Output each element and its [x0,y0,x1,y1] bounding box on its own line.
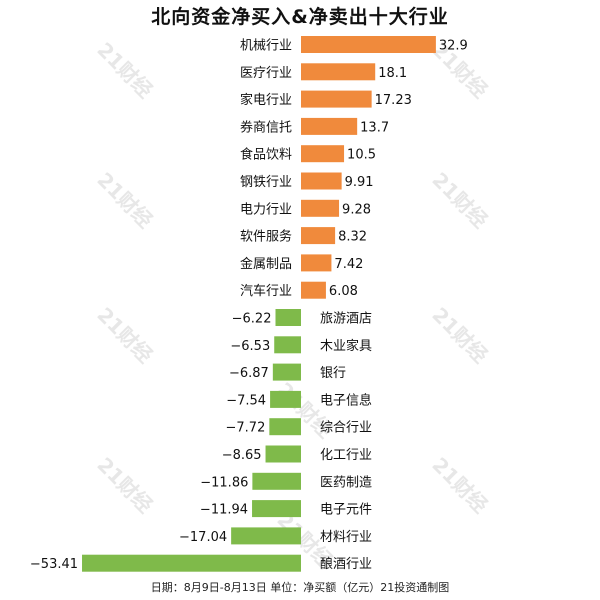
data-label: −6.53 [230,339,270,354]
bar [301,199,340,217]
data-label: −7.54 [226,393,266,408]
bar [265,445,301,463]
category-label: 电子元件 [320,503,372,518]
bar [301,117,358,135]
category-label: 食品饮料 [240,147,292,163]
data-label: −17.04 [179,530,227,545]
data-label: 9.91 [345,175,374,190]
data-label: 9.28 [342,202,371,217]
watermark-text: 21财经 [92,453,157,518]
bar [252,472,301,490]
category-label: 电子信息 [320,392,372,408]
category-label: 旅游酒店 [320,312,372,327]
watermark-text: 21财经 [92,303,157,368]
data-label: 17.23 [375,93,412,108]
category-label: 化工行业 [320,448,372,463]
bar [301,227,336,245]
data-label: 7.42 [334,257,363,272]
data-label: −6.87 [229,366,269,381]
chart-footer: 日期：8月9日-8月13日 单位：净买额（亿元）21投资通制图 [150,581,450,594]
data-label: −11.94 [200,503,248,518]
chart-title: 北向资金净买入&净卖出十大行业 [151,6,449,28]
category-label: 金属制品 [240,256,292,272]
category-label: 医疗行业 [240,66,292,81]
category-label: 木业家具 [320,338,372,354]
bar [274,336,301,354]
category-label: 券商信托 [240,119,292,135]
data-label: −8.65 [222,448,262,463]
category-label: 综合行业 [320,421,372,436]
watermark-text: 21财经 [427,168,492,233]
category-label: 银行 [320,366,346,381]
data-label: −6.22 [232,312,272,327]
category-label: 酿酒行业 [320,556,372,572]
data-label: 6.08 [329,284,358,299]
category-label: 材料行业 [320,530,372,545]
bar [301,281,326,299]
data-label: 18.1 [378,66,407,81]
bar [301,63,376,81]
bar [269,418,301,436]
data-label: 8.32 [338,230,367,245]
category-label: 医药制造 [320,475,372,490]
bar [301,36,436,53]
data-label: 32.9 [439,39,468,54]
category-label: 汽车行业 [240,283,292,299]
category-label: 电力行业 [240,202,292,217]
category-label: 家电行业 [240,92,292,108]
category-label: 软件服务 [240,229,292,245]
data-label: −11.86 [200,475,248,490]
bar [270,390,301,408]
bar [231,527,301,545]
data-label: 13.7 [360,120,389,135]
bar [301,90,372,108]
bar [301,172,342,190]
category-label: 钢铁行业 [240,175,292,190]
data-label: −53.41 [30,557,78,572]
category-label: 机械行业 [240,39,292,54]
watermark-text: 21财经 [427,303,492,368]
bar [252,500,301,518]
bar [82,554,301,572]
bar [275,309,301,326]
watermark-text: 21财经 [92,38,157,103]
watermark-text: 21财经 [427,453,492,518]
watermark-text: 21财经 [92,168,157,233]
data-label: −7.72 [226,421,266,436]
bar [272,363,301,381]
data-label: 10.5 [347,148,376,163]
bar [301,254,332,272]
bar [301,145,345,163]
